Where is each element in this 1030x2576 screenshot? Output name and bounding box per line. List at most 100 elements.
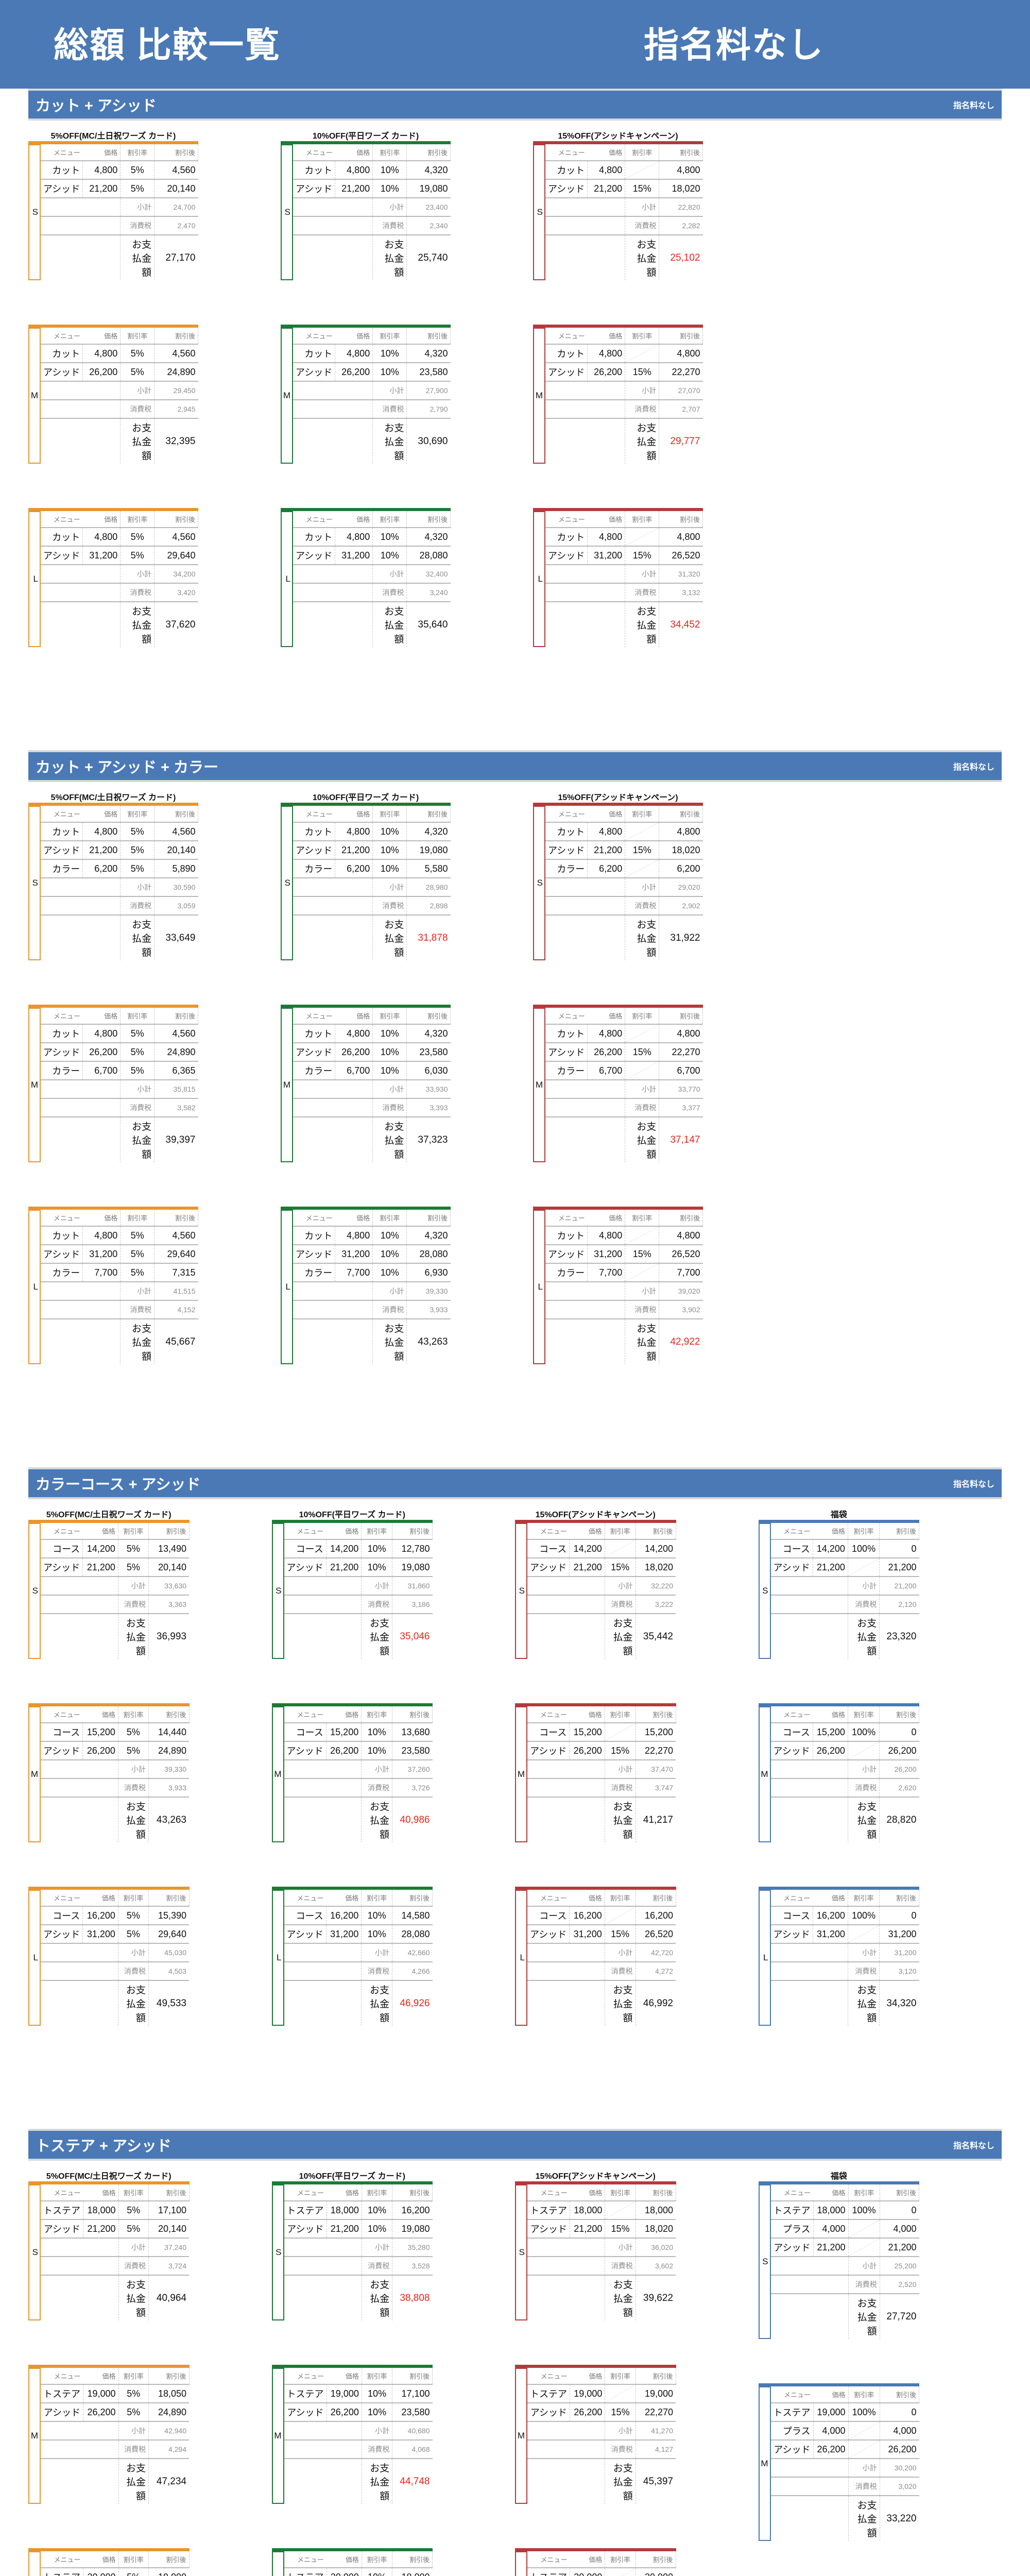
total-label: お支払金額 bbox=[372, 418, 407, 464]
cell-menu: アシッド bbox=[41, 2403, 83, 2422]
subtotal-row: 小計 39,020 bbox=[545, 1282, 703, 1301]
table-row: アシッド 26,200 5% 24,890 bbox=[41, 1741, 189, 1760]
cell-rate bbox=[848, 1741, 880, 1760]
size-label: M bbox=[761, 1769, 768, 1779]
col-header-menu: メニュー bbox=[293, 806, 335, 823]
total-label: お支払金額 bbox=[372, 1117, 407, 1162]
plan-accent-bar bbox=[533, 508, 703, 511]
cell-price: 21,200 bbox=[82, 841, 121, 860]
table-row: アシッド 31,200 10% 28,080 bbox=[293, 1245, 451, 1264]
table-header-row: メニュー 価格 割引率 割引後 bbox=[770, 1523, 919, 1540]
cell-price: 31,200 bbox=[335, 546, 373, 565]
cell-price: 19,000 bbox=[83, 2384, 119, 2403]
col-header-price: 価格 bbox=[587, 328, 626, 345]
tax-row: 消費税 3,132 bbox=[545, 583, 703, 602]
price-table: メニュー 価格 割引率 割引後 トステア 18,000 100% 0 プラス 4,000 4,000… bbox=[769, 2184, 920, 2339]
col-header-after: 割引後 bbox=[879, 1890, 919, 1907]
col-header-rate: 割引率 bbox=[361, 1523, 392, 1540]
section-title: カット + アシッド bbox=[36, 98, 157, 114]
tax-label: 消費税 bbox=[361, 1962, 392, 1981]
table-row: トステア 19,000 19,000 bbox=[527, 2384, 676, 2403]
table-row: アシッド 26,200 10% 23,580 bbox=[284, 2403, 433, 2422]
tax-value: 3,582 bbox=[154, 1098, 198, 1117]
table-header-row: メニュー 価格 割引率 割引後 bbox=[527, 1890, 676, 1907]
cell-rate: 15% bbox=[605, 1741, 636, 1760]
cell-rate: 5% bbox=[120, 528, 155, 547]
table-row: カット 4,800 5% 4,560 bbox=[41, 528, 198, 547]
subtotal-row: 小計 27,900 bbox=[293, 381, 451, 400]
size-card: L メニュー 価格 割引率 割引後 カット 4,800 4,800 アシッド 31,200 15% 2… bbox=[533, 1210, 703, 1364]
cell-after: 0 bbox=[880, 2403, 919, 2422]
col-header-after: 割引後 bbox=[154, 511, 198, 528]
table-row: トステア20,00020,000 bbox=[527, 2568, 676, 2576]
price-table: メニュー 価格 割引率 割引後 カット 4,800 5% 4,560 アシッド 21,200 5% 2… bbox=[40, 144, 198, 280]
table-row: コース 15,200 100% 0 bbox=[770, 1723, 919, 1742]
tax-value: 3,420 bbox=[154, 583, 198, 602]
col-header-rate: 割引率 bbox=[372, 511, 407, 528]
col-header-after: 割引後 bbox=[154, 806, 198, 823]
tax-label: 消費税 bbox=[372, 216, 407, 235]
cell-price: 16,200 bbox=[326, 1906, 362, 1925]
total-value: 31,878 bbox=[418, 932, 448, 943]
plan-column-p5: S メニュー 価格 割引率 割引後 トステア 18,000 5% 17,100 アシッド 21,20… bbox=[28, 2181, 190, 2576]
plan-accent-bar bbox=[515, 2181, 676, 2184]
tax-row: 消費税 2,945 bbox=[41, 400, 198, 419]
cell-after: 28,080 bbox=[392, 1925, 433, 1944]
cell-rate bbox=[605, 1906, 636, 1925]
total-label: お支払金額 bbox=[118, 1614, 149, 1659]
col-header-rate: 割引率 bbox=[120, 511, 155, 528]
table-header-row: メニュー 価格 割引率 割引後 bbox=[293, 806, 451, 823]
col-header-rate: 割引率 bbox=[372, 1210, 407, 1227]
tax-value: 4,272 bbox=[636, 1962, 676, 1981]
col-header-after: 割引後 bbox=[148, 2368, 190, 2385]
cell-after: 4,320 bbox=[406, 1226, 451, 1245]
plan-column-p10: S メニュー 価格 割引率 割引後 コース 14,200 10% 12,780 アシッド 21,20… bbox=[271, 1520, 433, 2026]
cell-rate: 5% bbox=[118, 1906, 149, 1925]
total-value: 34,320 bbox=[886, 1997, 917, 2009]
no-discount-diagonal-icon bbox=[625, 1227, 659, 1244]
plan-title-p15: 15%OFF(アシッドキャンペーン) bbox=[535, 1511, 656, 1519]
cell-menu: トステア bbox=[284, 2568, 327, 2576]
cell-price: 6,200 bbox=[587, 859, 626, 878]
size-card: S メニュー 価格 割引率 割引後 コース 14,200 5% 13,490 アシッド 21,200… bbox=[28, 1523, 190, 1659]
cell-price: 26,200 bbox=[82, 1741, 118, 1760]
no-discount-diagonal-icon bbox=[625, 161, 659, 179]
cell-price: 4,800 bbox=[335, 344, 373, 363]
col-header-price: 価格 bbox=[335, 806, 373, 823]
cell-price: 31,200 bbox=[813, 1925, 848, 1944]
size-label: L bbox=[285, 1282, 290, 1292]
col-header-price: 価格 bbox=[813, 1890, 848, 1907]
cell-price: 4,800 bbox=[335, 822, 373, 841]
price-table: メニュー 価格 割引率 割引後 カット 4,800 4,800 アシッド 21,200 15% 18… bbox=[544, 144, 703, 280]
cell-price: 18,000 bbox=[570, 2201, 606, 2220]
price-table: メニュー 価格 割引率 割引後 カット 4,800 4,800 アシッド 31,200 15% 26… bbox=[544, 1210, 703, 1364]
plan-accent-bar bbox=[533, 1005, 703, 1008]
total-label: お支払金額 bbox=[625, 418, 660, 464]
cell-price: 15,200 bbox=[82, 1723, 118, 1742]
total-row: お支払金額 41,217 bbox=[527, 1797, 676, 1842]
plan-column-p15: S メニュー 価格 割引率 割引後 カット 4,800 4,800 アシッド 21,200 15% 1… bbox=[533, 141, 703, 647]
col-header-rate: 割引率 bbox=[118, 1706, 149, 1723]
subtotal-row: 小計 22,820 bbox=[545, 198, 703, 217]
table-row: アシッド 26,200 15% 22,270 bbox=[527, 1741, 676, 1760]
table-row: アシッド 26,200 10% 23,580 bbox=[293, 363, 451, 382]
table-row: トステア 19,000 100% 0 bbox=[770, 2403, 919, 2422]
tax-label: 消費税 bbox=[361, 1778, 392, 1798]
cell-price: 26,200 bbox=[335, 1043, 373, 1062]
plan-accent-bar bbox=[533, 325, 703, 328]
tax-row: 消費税 3,120 bbox=[770, 1962, 919, 1981]
table-header-row: メニュー 価格 割引率 割引後 bbox=[293, 144, 451, 161]
total-row: お支払金額 27,170 bbox=[41, 235, 198, 280]
cell-rate: 5% bbox=[120, 1263, 155, 1282]
col-header-rate: 割引率 bbox=[848, 2184, 880, 2201]
tax-label: 消費税 bbox=[118, 2257, 149, 2276]
total-value: 27,170 bbox=[165, 252, 196, 263]
cell-menu: トステア bbox=[41, 2568, 83, 2576]
subtotal-row: 小計 33,630 bbox=[41, 1577, 189, 1596]
total-label: お支払金額 bbox=[605, 1980, 636, 2026]
cell-price: 21,200 bbox=[587, 179, 626, 198]
col-header-rate: 割引率 bbox=[605, 1890, 636, 1907]
price-table: メニュー 価格 割引率 割引後 コース 14,200 14,200 アシッド 21,200 15%… bbox=[526, 1523, 676, 1659]
tax-value: 4,503 bbox=[148, 1962, 189, 1981]
col-header-price: 価格 bbox=[83, 2368, 119, 2385]
